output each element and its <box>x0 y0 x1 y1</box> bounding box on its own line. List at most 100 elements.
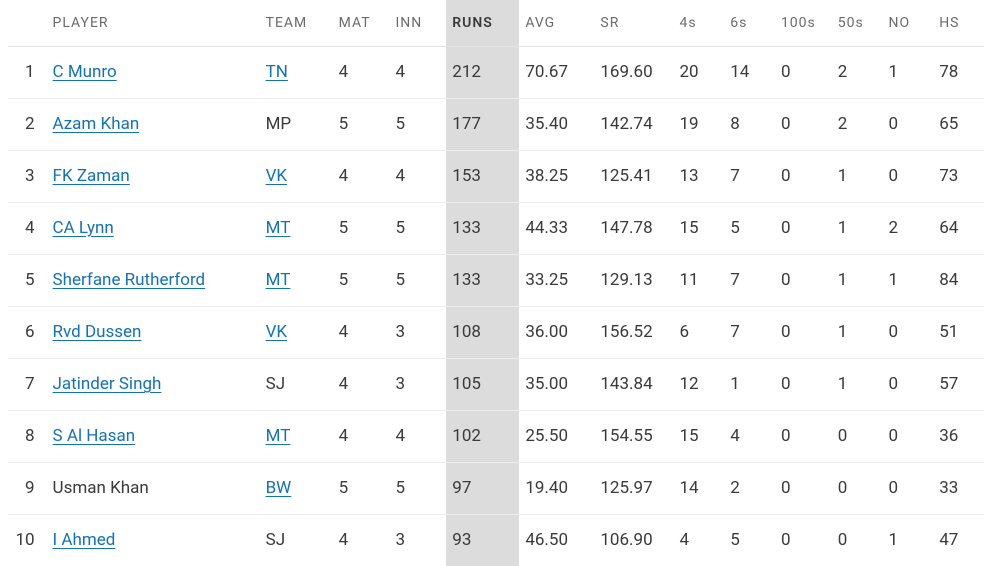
cell-fift: 1 <box>832 306 883 358</box>
cell-player: C Munro <box>47 46 260 98</box>
cell-hs: 84 <box>933 254 984 306</box>
player-link[interactable]: Rvd Dussen <box>53 322 142 342</box>
cell-team: VK <box>260 306 333 358</box>
cell-team: SJ <box>260 358 333 410</box>
cell-fift: 1 <box>832 358 883 410</box>
cell-hs: 73 <box>933 150 984 202</box>
cell-sixes: 7 <box>724 150 775 202</box>
cell-fours: 14 <box>674 462 725 514</box>
table-row: 5Sherfane RutherfordMT5513333.25129.1311… <box>8 254 984 306</box>
cell-no: 0 <box>882 98 933 150</box>
col-header-hs: HS <box>933 0 984 46</box>
cell-inn: 3 <box>389 306 446 358</box>
cell-avg: 70.67 <box>519 46 594 98</box>
col-header-hund: 100s <box>775 0 832 46</box>
cell-rank: 4 <box>8 202 47 254</box>
cell-fift: 2 <box>832 98 883 150</box>
player-link[interactable]: C Munro <box>53 62 117 82</box>
cell-fours: 11 <box>674 254 725 306</box>
team-link[interactable]: VK <box>266 322 288 342</box>
cell-fours: 6 <box>674 306 725 358</box>
cell-rank: 7 <box>8 358 47 410</box>
stats-table-container: PLAYERTEAMMATINNRUNSAVGSR4s6s100s50sNOHS… <box>0 0 992 566</box>
cell-avg: 19.40 <box>519 462 594 514</box>
col-header-fours: 4s <box>674 0 725 46</box>
cell-inn: 4 <box>389 150 446 202</box>
player-link[interactable]: Jatinder Singh <box>53 374 162 394</box>
cell-runs: 102 <box>446 410 519 462</box>
cell-runs: 93 <box>446 514 519 566</box>
cell-hund: 0 <box>775 202 832 254</box>
cell-mat: 4 <box>333 306 390 358</box>
stats-table: PLAYERTEAMMATINNRUNSAVGSR4s6s100s50sNOHS… <box>8 0 984 566</box>
cell-avg: 44.33 <box>519 202 594 254</box>
col-header-sixes: 6s <box>724 0 775 46</box>
player-link[interactable]: I Ahmed <box>53 530 116 550</box>
cell-team: MT <box>260 410 333 462</box>
cell-hund: 0 <box>775 254 832 306</box>
col-header-player: PLAYER <box>47 0 260 46</box>
table-body: 1C MunroTN4421270.67169.602014021782Azam… <box>8 46 984 566</box>
cell-sr: 147.78 <box>594 202 673 254</box>
cell-fift: 1 <box>832 254 883 306</box>
cell-sixes: 1 <box>724 358 775 410</box>
cell-hund: 0 <box>775 358 832 410</box>
cell-inn: 5 <box>389 98 446 150</box>
cell-avg: 36.00 <box>519 306 594 358</box>
cell-hund: 0 <box>775 410 832 462</box>
table-row: 10I AhmedSJ439346.50106.904500147 <box>8 514 984 566</box>
col-header-no: NO <box>882 0 933 46</box>
cell-fift: 0 <box>832 410 883 462</box>
cell-player: Sherfane Rutherford <box>47 254 260 306</box>
team-link[interactable]: BW <box>266 478 292 498</box>
team-link[interactable]: MT <box>266 426 291 446</box>
team-link[interactable]: TN <box>266 62 288 82</box>
cell-inn: 3 <box>389 358 446 410</box>
cell-mat: 4 <box>333 358 390 410</box>
cell-no: 0 <box>882 462 933 514</box>
cell-team: MT <box>260 254 333 306</box>
col-header-avg: AVG <box>519 0 594 46</box>
cell-hund: 0 <box>775 46 832 98</box>
cell-runs: 108 <box>446 306 519 358</box>
team-link[interactable]: VK <box>266 166 288 186</box>
cell-fift: 2 <box>832 46 883 98</box>
table-header: PLAYERTEAMMATINNRUNSAVGSR4s6s100s50sNOHS <box>8 0 984 46</box>
player-link[interactable]: CA Lynn <box>53 218 114 238</box>
cell-player: S Al Hasan <box>47 410 260 462</box>
cell-sr: 154.55 <box>594 410 673 462</box>
cell-fift: 1 <box>832 150 883 202</box>
cell-runs: 177 <box>446 98 519 150</box>
team-link: SJ <box>266 374 285 394</box>
cell-inn: 5 <box>389 202 446 254</box>
table-row: 8S Al HasanMT4410225.50154.5515400036 <box>8 410 984 462</box>
team-link[interactable]: MT <box>266 218 291 238</box>
cell-sr: 156.52 <box>594 306 673 358</box>
cell-runs: 153 <box>446 150 519 202</box>
player-link[interactable]: Azam Khan <box>53 114 140 134</box>
cell-team: BW <box>260 462 333 514</box>
cell-sixes: 7 <box>724 254 775 306</box>
cell-fours: 4 <box>674 514 725 566</box>
cell-player: Usman Khan <box>47 462 260 514</box>
player-link[interactable]: S Al Hasan <box>53 426 136 446</box>
cell-sr: 142.74 <box>594 98 673 150</box>
cell-sr: 125.41 <box>594 150 673 202</box>
cell-inn: 4 <box>389 46 446 98</box>
cell-sixes: 14 <box>724 46 775 98</box>
team-link[interactable]: MT <box>266 270 291 290</box>
col-header-mat: MAT <box>333 0 390 46</box>
cell-fours: 15 <box>674 202 725 254</box>
cell-sr: 106.90 <box>594 514 673 566</box>
cell-avg: 38.25 <box>519 150 594 202</box>
cell-no: 1 <box>882 254 933 306</box>
cell-no: 1 <box>882 514 933 566</box>
player-link[interactable]: Sherfane Rutherford <box>53 270 206 290</box>
cell-team: SJ <box>260 514 333 566</box>
cell-mat: 4 <box>333 46 390 98</box>
cell-sixes: 8 <box>724 98 775 150</box>
cell-player: FK Zaman <box>47 150 260 202</box>
col-header-rank <box>8 0 47 46</box>
player-link[interactable]: FK Zaman <box>53 166 130 186</box>
table-row: 6Rvd DussenVK4310836.00156.526701051 <box>8 306 984 358</box>
